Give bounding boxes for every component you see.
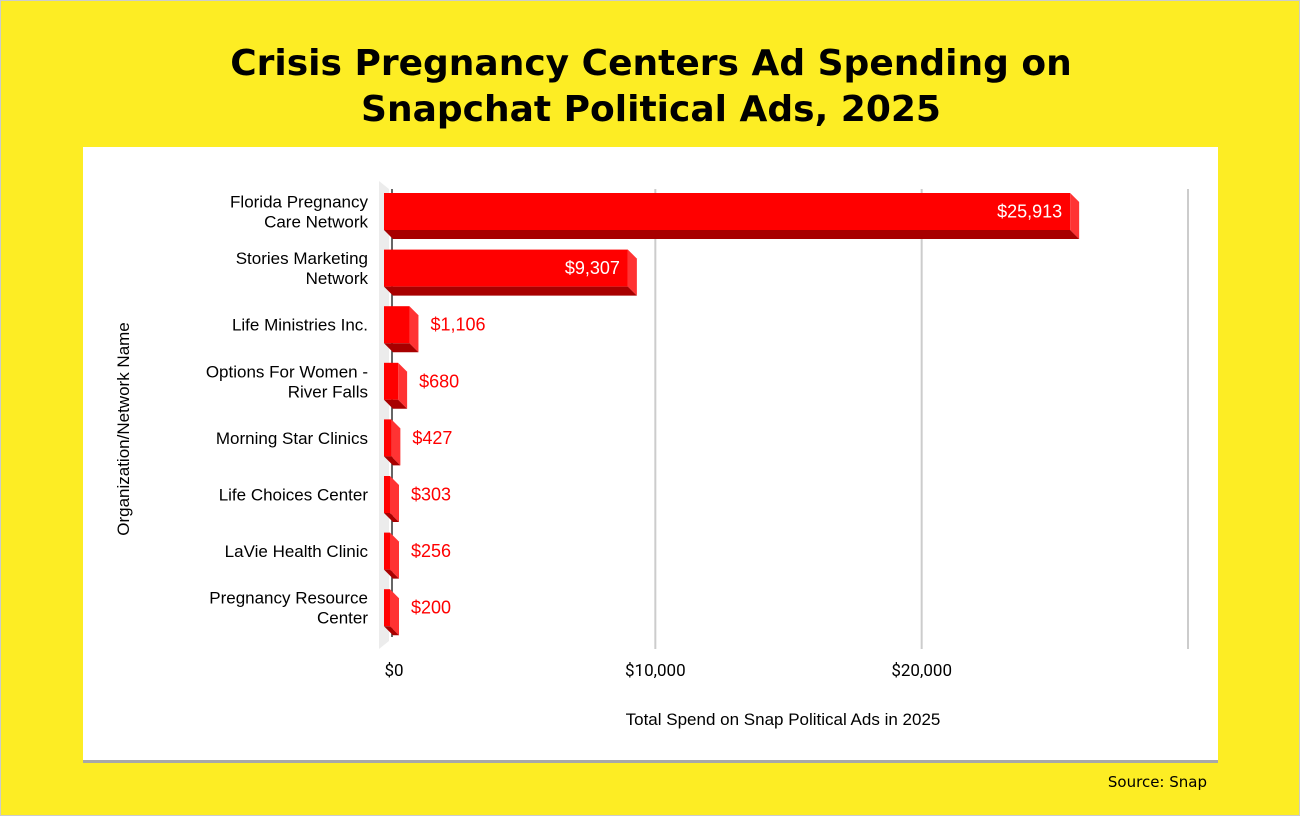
category-label: Center [317,609,368,628]
bar-side [409,306,419,353]
category-label: Options For Women - [206,362,368,381]
category-label: Pregnancy Resource [209,589,368,608]
bar-side [398,362,408,409]
bar [384,476,390,513]
category-label: Florida Pregnancy [230,193,368,212]
y-axis-title: Organization/Network Name [114,322,133,536]
bar-side [390,589,399,636]
bar-bottom [384,569,399,579]
bar-bottom [384,230,1080,239]
category-label: LaVie Health Clinic [225,542,369,561]
x-tick-label: $20,000 [891,661,952,681]
source-note: Source: Snap [1107,773,1207,791]
bar-side [1070,193,1080,239]
bar [384,532,390,570]
bar [384,362,399,400]
bar-bottom [384,286,637,296]
bar-side [390,476,399,522]
data-label: $9,307 [565,258,620,278]
data-label: $25,913 [997,202,1062,222]
data-label: $427 [412,428,452,448]
x-tick-label: $0 [384,661,403,681]
bar-bottom [384,399,408,409]
data-label: $200 [411,598,451,618]
bar [384,419,392,457]
category-label: Morning Star Clinics [216,429,368,448]
bar-bottom [384,343,419,353]
bar-side [627,249,637,296]
bar-bottom [384,513,399,522]
chart-title-line-2: Snapchat Political Ads, 2025 [361,89,941,130]
axis-wall [379,181,389,649]
data-label: $680 [419,371,459,391]
bar-bottom [384,456,401,466]
x-tick-label: $10,000 [625,661,686,681]
bar [384,193,1071,230]
data-label: $1,106 [430,315,485,335]
bar-side [390,532,399,579]
bar [384,249,628,287]
category-label: Stories Marketing [236,249,368,268]
chart-title-line-1: Crisis Pregnancy Centers Ad Spending on [230,43,1072,84]
bar [384,306,410,344]
x-axis-title: Total Spend on Snap Political Ads in 202… [626,710,941,729]
category-label: Life Choices Center [219,486,369,505]
data-label: $303 [411,485,451,505]
bar-side [391,419,401,466]
category-label: Network [306,269,369,288]
bar [384,589,390,627]
data-label: $256 [411,541,451,561]
category-label: River Falls [288,382,368,401]
category-label: Life Ministries Inc. [232,316,368,335]
chart-title: Crisis Pregnancy Centers Ad Spending on … [1,41,1300,133]
chart-panel: $0 $10,000 $20,000 $25,913 Florida Pregnancy… [83,147,1218,763]
bar-chart: $0 $10,000 $20,000 $25,913 Florida Pregnancy… [114,181,1189,729]
bar-bottom [384,626,399,636]
category-label: Care Network [264,213,368,232]
